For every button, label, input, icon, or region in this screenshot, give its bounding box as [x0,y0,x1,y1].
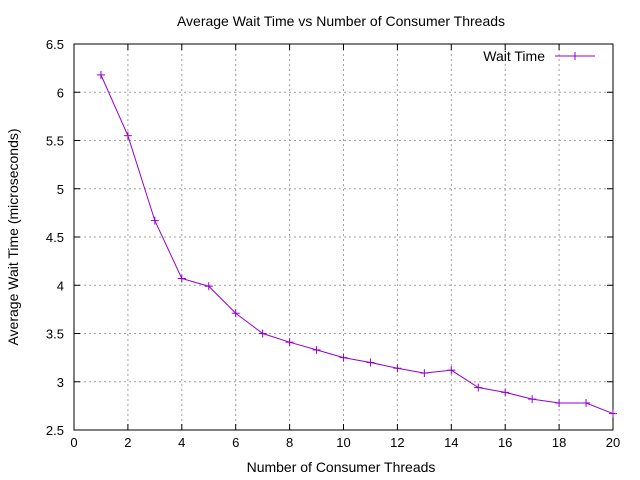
y-tick-label: 4 [57,278,64,293]
grid [74,44,613,430]
legend-label: Wait Time [483,48,545,64]
data-point [393,364,402,373]
legend: Wait Time [483,48,595,64]
legend-marker [571,52,579,60]
x-tick-label: 14 [444,435,458,450]
data-point [555,398,564,407]
x-tick-label: 16 [498,435,512,450]
x-tick-label: 20 [606,435,620,450]
data-point [366,358,375,367]
y-tick-label: 5.5 [46,134,64,149]
series-layer [96,70,617,418]
x-tick-label: 10 [336,435,350,450]
data-point [609,409,617,418]
data-point [312,345,321,354]
data-point [420,369,429,378]
data-point [177,274,186,283]
data-point [528,395,537,404]
data-point [123,131,132,140]
x-axis-label: Number of Consumer Threads [247,459,436,475]
x-tick-label: 4 [178,435,185,450]
x-tick-label: 8 [286,435,293,450]
x-tick-label: 6 [232,435,239,450]
plot-frame [73,43,614,431]
data-point [258,329,267,338]
axis-ticks: 0 2 4 6 8 10 12 14 16 18 20 2.5 3 3.5 4 4.5 5 5.5 6 6.5 [46,37,620,450]
data-point [231,309,240,318]
data-point [501,388,510,397]
x-tick-label: 18 [552,435,566,450]
x-tick-label: 12 [390,435,404,450]
data-point [447,366,456,375]
y-tick-label: 6.5 [46,37,64,52]
y-tick-label: 5 [57,182,64,197]
x-tick-label: 0 [70,435,77,450]
data-point [285,338,294,347]
data-point [474,383,483,392]
y-tick-label: 6 [57,85,64,100]
y-tick-label: 3 [57,375,64,390]
data-point [582,398,591,407]
data-point [204,282,213,291]
y-tick-label: 3.5 [46,327,64,342]
y-axis-label: Average Wait Time (microseconds) [5,128,21,345]
chart-title: Average Wait Time vs Number of Consumer … [177,13,505,29]
y-tick-label: 4.5 [46,230,64,245]
y-tick-label: 2.5 [46,423,64,438]
x-tick-label: 2 [124,435,131,450]
data-point [150,216,159,225]
data-point [339,353,348,362]
data-point [96,70,105,79]
series-line [100,74,614,415]
